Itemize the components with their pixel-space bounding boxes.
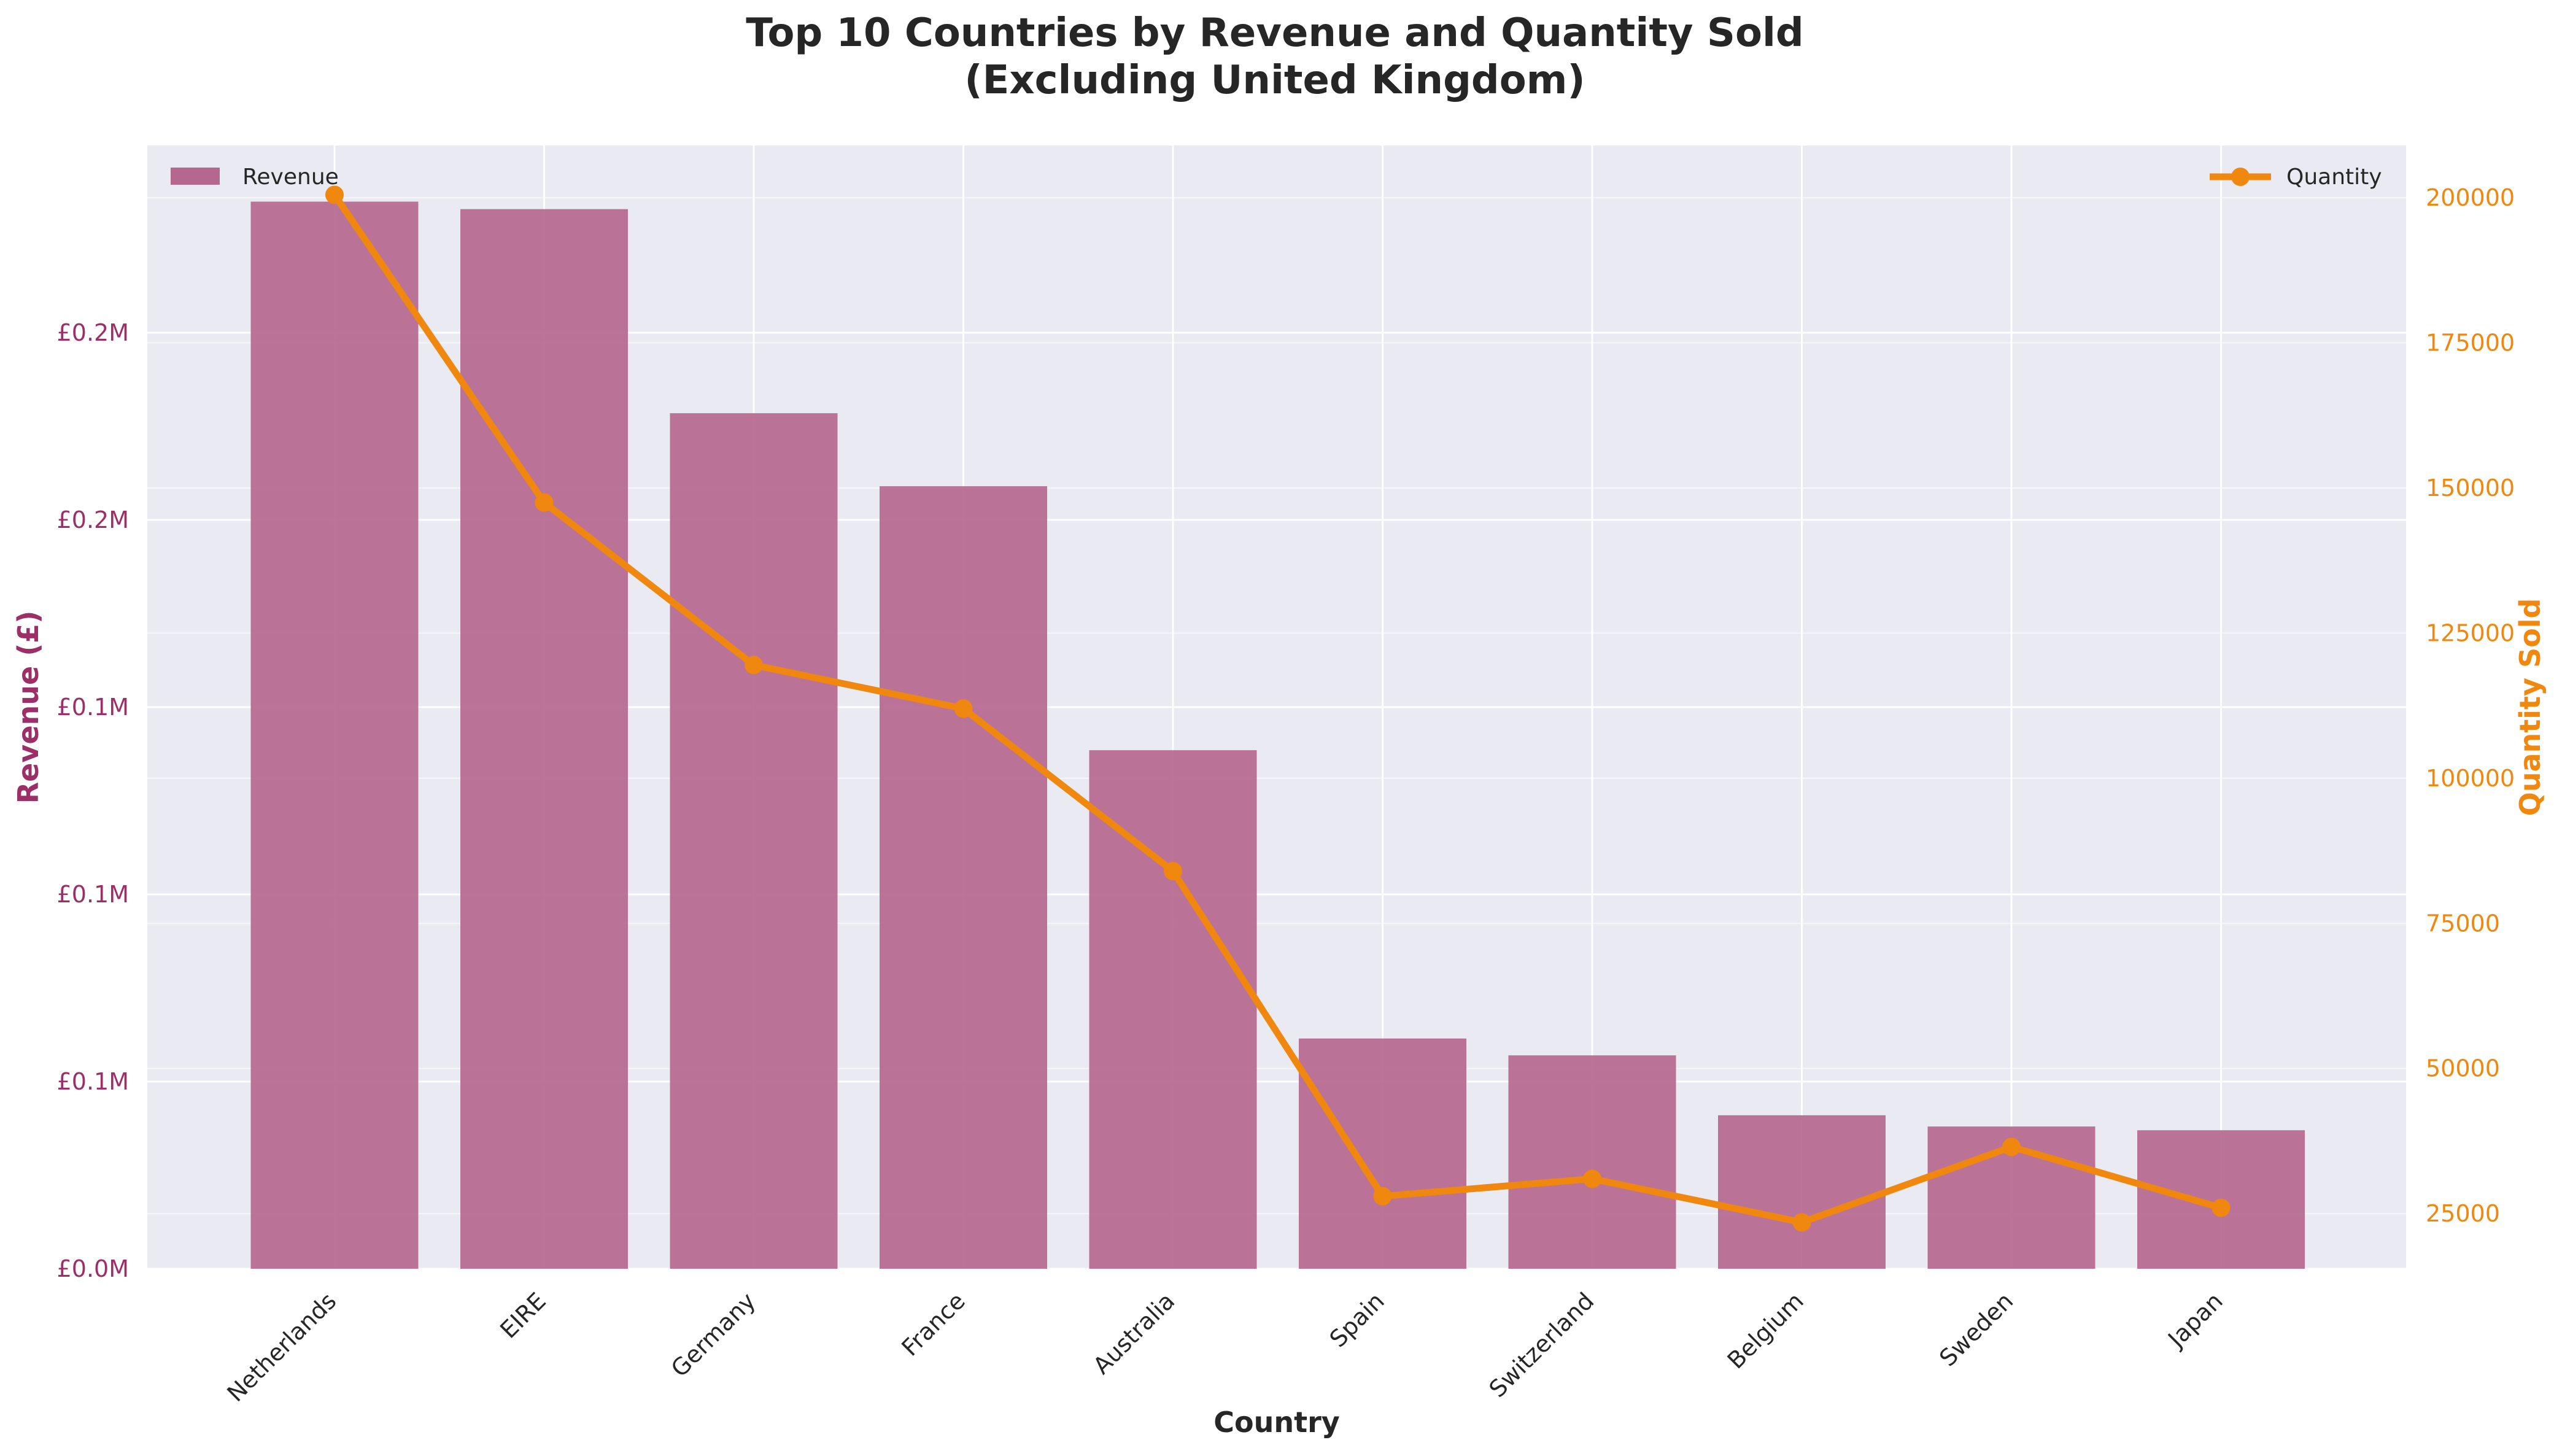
quantity-point (1373, 1187, 1392, 1206)
left-tick-label: £0.2M (57, 319, 129, 346)
legend-quantity-marker (2231, 168, 2250, 186)
right-tick-label: 125000 (2426, 619, 2515, 646)
quantity-point (1583, 1169, 1601, 1188)
revenue-bar (250, 201, 419, 1269)
legend-quantity-label: Quantity (2286, 165, 2382, 190)
legend-revenue-label: Revenue (242, 165, 339, 190)
legend-revenue-swatch (171, 168, 220, 185)
quantity-point (2002, 1137, 2021, 1156)
left-tick-label: £0.2M (57, 506, 129, 533)
left-tick-label: £0.0M (57, 1255, 129, 1282)
quantity-point (325, 185, 344, 204)
right-axis: 25000 50000 75000 100000 125000 150000 175000 2… (2426, 184, 2515, 1227)
revenue-bar (880, 486, 1047, 1269)
quantity-point (1164, 862, 1182, 881)
revenue-bar (1299, 1038, 1466, 1269)
quantity-point (954, 699, 973, 718)
revenue-bar (1508, 1055, 1676, 1269)
left-tick-label: £0.1M (57, 694, 129, 721)
right-axis-label: Quantity Sold (2514, 598, 2547, 816)
quantity-point (1792, 1213, 1811, 1232)
chart-subtitle: (Excluding United Kingdom) (964, 58, 1585, 103)
chart-title: Top 10 Countries by Revenue and Quantity… (746, 10, 1803, 56)
quantity-point (535, 493, 554, 512)
revenue-bar (460, 209, 628, 1269)
revenue-bar (670, 413, 838, 1269)
right-tick-label: 150000 (2426, 474, 2515, 501)
legend-quantity: Quantity (2210, 165, 2382, 190)
revenue-bars (250, 201, 2305, 1269)
revenue-bar (1089, 750, 1257, 1269)
right-tick-label: 75000 (2426, 910, 2500, 937)
right-tick-label: 200000 (2426, 184, 2515, 211)
left-tick-label: £0.1M (57, 1068, 129, 1095)
legend-revenue: Revenue (171, 165, 339, 190)
right-tick-label: 50000 (2426, 1055, 2500, 1082)
right-tick-label: 100000 (2426, 765, 2515, 792)
left-axis: £0.0M £0.1M £0.1M £0.1M £0.2M £0.2M (57, 319, 129, 1282)
left-axis-label: Revenue (£) (12, 611, 45, 804)
quantity-polyline (331, 193, 2223, 1226)
x-axis-label: Country (1213, 1406, 1340, 1439)
left-tick-label: £0.1M (57, 881, 129, 908)
revenue-bar (1718, 1115, 1886, 1269)
quantity-point (745, 656, 763, 675)
quantity-point (2212, 1198, 2231, 1217)
right-tick-label: 175000 (2426, 330, 2515, 357)
right-tick-label: 25000 (2426, 1200, 2500, 1227)
quantity-line (325, 185, 2231, 1232)
